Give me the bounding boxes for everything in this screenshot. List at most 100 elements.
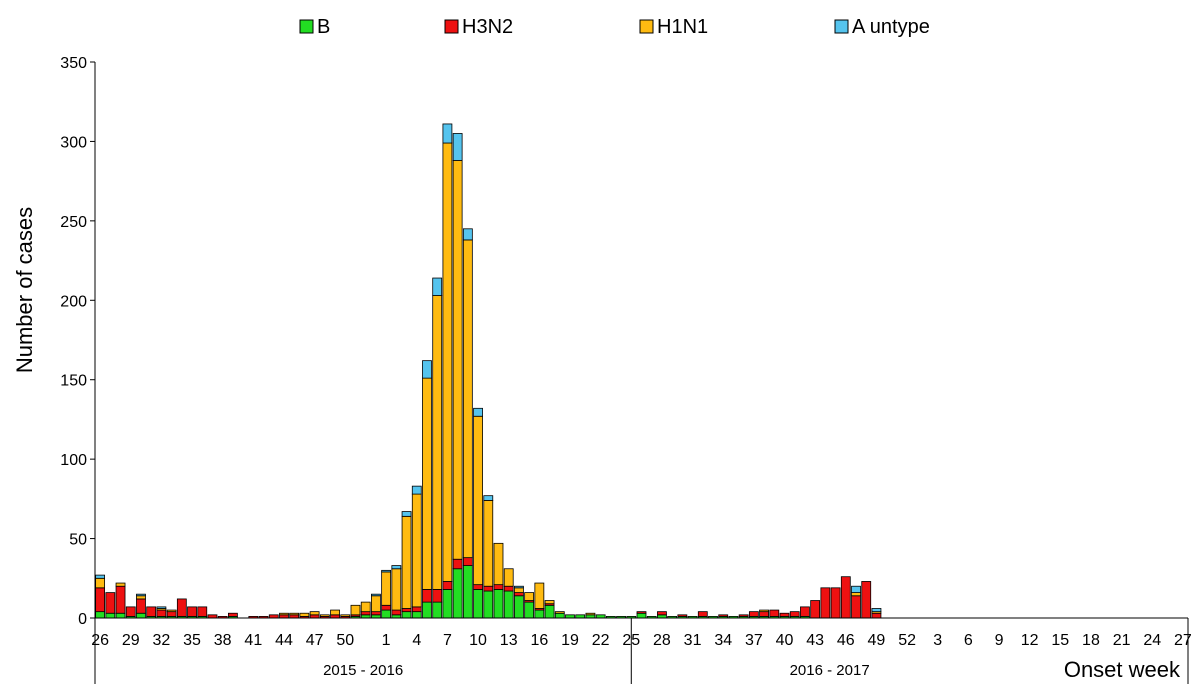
bar-segment-h1n1 [289,612,300,616]
x-tick-label: 13 [500,632,518,649]
bar-segment-h1n1 [360,601,371,613]
bar-segment-a-untype [371,593,381,597]
y-tick-label: 0 [78,611,87,628]
x-tick-label: 21 [1113,632,1131,649]
legend-swatch-h3n2 [444,19,459,34]
bar-segment-h3n2 [432,589,443,603]
x-tick-label: 12 [1021,632,1039,649]
bar-segment-h1n1 [136,595,146,600]
bar-segment-h3n2 [452,558,463,570]
bar-segment-h3n2 [483,585,494,592]
bar-segment-h1n1 [340,614,351,617]
x-tick-label: 27 [1174,632,1192,649]
bar-segment-h3n2 [871,612,882,619]
bar-segment-h3n2 [422,589,432,603]
bar-segment-h3n2 [442,581,453,590]
bar-segment-a-untype [401,511,412,517]
x-tick-label: 19 [561,632,579,649]
bar-segment-h1n1 [759,609,769,613]
bar-segment-h1n1 [544,600,555,605]
legend-label: H3N2 [462,16,513,38]
bar-segment-h3n2 [851,595,861,619]
y-tick-label: 50 [69,532,87,549]
bar-segment-h1n1 [299,612,310,617]
season-label: 2016 - 2017 [790,662,870,679]
bar-segment-b [95,611,106,619]
bar-segment-h3n2 [166,611,177,617]
bar-segment-h3n2 [810,600,821,619]
bar-segment-h1n1 [442,142,453,582]
bar-segment-a-untype [422,360,432,379]
bar-segment-a-untype [381,569,392,573]
bar-segment-a-untype [514,585,524,589]
bar-segment-h3n2 [738,614,749,617]
bar-segment-b [432,601,443,619]
bar-segment-a-untype [483,495,494,501]
bar-segment-h3n2 [820,587,831,619]
bar-segment-h1n1 [401,515,412,609]
bar-segment-a-untype [442,123,453,144]
bar-segment-h1n1 [319,614,330,617]
bar-segment-h3n2 [228,612,238,617]
bar-segment-a-untype [391,565,402,570]
legend-label: H1N1 [657,16,708,38]
bar-segment-h3n2 [156,609,167,617]
bar-segment-b [411,611,422,619]
x-tick-label: 28 [653,632,671,649]
legend-label: B [317,16,330,38]
bar-segment-a-untype [462,228,473,241]
bar-segment-h3n2 [125,606,136,617]
season-label: 2015 - 2016 [323,662,403,679]
x-tick-label: 7 [443,632,452,649]
bar-segment-h3n2 [840,576,851,619]
bar-segment-b [483,590,494,619]
bar-segment-h3n2 [503,585,514,592]
bar-segment-h3n2 [514,592,524,597]
bar-segment-h3n2 [105,592,116,614]
bar-segment-h1n1 [115,582,126,587]
bar-segment-a-untype [851,585,861,593]
x-tick-label: 38 [214,632,232,649]
bar-segment-h1n1 [473,415,483,586]
bar-segment-h1n1 [462,239,473,559]
bar-segment-h3n2 [401,608,412,613]
bar-segment-b [503,590,514,619]
bar-segment-h3n2 [718,614,729,617]
x-tick-label: 47 [306,632,324,649]
bar-segment-h1n1 [452,160,463,560]
bar-segment-h1n1 [514,587,524,593]
bar-segment-h1n1 [371,595,381,613]
y-tick-label: 100 [60,452,87,469]
legend-label: A untype [852,16,930,38]
y-tick-label: 200 [60,293,87,310]
bar-segment-a-untype [156,606,167,609]
bar-segment-b [452,568,463,619]
x-tick-label: 40 [776,632,794,649]
bar-segment-h3n2 [473,584,483,590]
bar-segment-h1n1 [493,542,504,586]
bar-segment-b [524,601,535,619]
bar-segment-b [473,589,483,619]
x-tick-label: 26 [91,632,109,649]
bar-segment-h1n1 [851,592,861,597]
bar-segment-h1n1 [279,612,289,616]
bar-segment-h3n2 [381,604,392,611]
bar-segment-h1n1 [554,611,565,614]
legend: B H3N2 H1N1 A untype [299,16,930,38]
bar-segment-h3n2 [197,606,208,617]
bar-segment-a-untype [473,407,483,417]
bar-segment-h3n2 [636,611,647,614]
x-tick-label: 49 [868,632,886,649]
x-tick-label: 9 [995,632,1004,649]
bar-segment-h3n2 [779,612,790,617]
bar-segment-h3n2 [830,587,841,619]
bar-segment-h3n2 [136,598,146,614]
bar-segment-h1n1 [483,500,494,587]
y-axis: 0 50 100 150 200 250 300 350 [60,55,96,628]
x-tick-label: 1 [382,632,391,649]
bar-segment-h1n1 [95,577,106,589]
bar-segment-h1n1 [330,609,340,616]
x-tick-label: 18 [1082,632,1100,649]
bar-segment-b [544,604,555,619]
bar-segment-h3n2 [769,609,780,617]
